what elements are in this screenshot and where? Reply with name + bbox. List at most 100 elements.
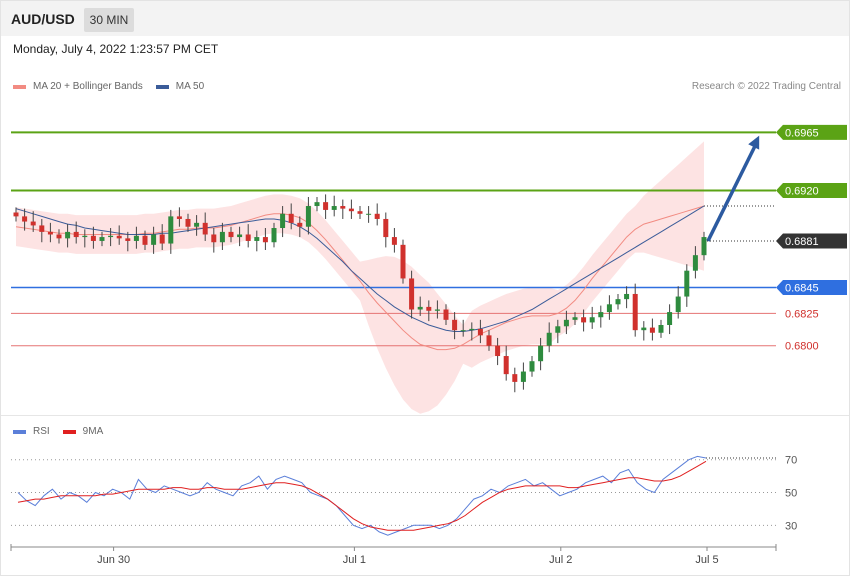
candle-body	[237, 234, 243, 238]
current-price-tag-text: 0.6881	[785, 236, 819, 248]
candle-body	[151, 234, 157, 245]
candle-body	[649, 327, 655, 333]
candle-body	[624, 293, 630, 300]
candle-body	[116, 235, 122, 239]
candle-body	[125, 238, 131, 241]
rsi-tick-70: 70	[785, 455, 797, 467]
level-label-0.6800: 0.6800	[785, 341, 819, 353]
candle-body	[469, 328, 475, 331]
candle-body	[503, 356, 509, 375]
candle-body	[280, 213, 286, 229]
candle-body	[486, 335, 492, 346]
candle-body	[443, 309, 449, 320]
candle-body	[692, 255, 698, 271]
candle-body	[82, 235, 88, 238]
candle-body	[400, 244, 406, 279]
candle-body	[47, 231, 53, 235]
candle-body	[615, 299, 621, 305]
candle-body	[391, 237, 397, 245]
candle-body	[39, 225, 45, 232]
rsi-ma-legend-label: 9MA	[82, 426, 104, 437]
rsi-legend: RSI 9MA	[13, 426, 103, 437]
candle-body	[555, 326, 561, 333]
candle-body	[366, 213, 372, 215]
candle-body	[520, 371, 526, 382]
top-bar: AUD/USD 30 MIN	[1, 1, 849, 36]
bollinger-band	[16, 141, 704, 414]
candle-body	[563, 319, 569, 327]
candle-body	[417, 306, 423, 310]
candle-body	[168, 216, 174, 244]
candle-body	[538, 345, 544, 362]
level-tag-0.6965: 0.6965	[776, 124, 847, 140]
pane-divider	[1, 415, 849, 416]
level-tag-text: 0.6920	[785, 186, 819, 198]
candle-body	[529, 361, 535, 372]
credit-text: Research © 2022 Trading Central	[691, 81, 841, 92]
candle-body	[297, 222, 303, 227]
candle-body	[142, 235, 148, 245]
level-tag-0.6845: 0.6845	[776, 280, 847, 295]
candle-body	[374, 213, 380, 219]
x-tick-label: Jul 1	[343, 554, 366, 566]
candle-body	[314, 202, 320, 207]
level-label-0.6825: 0.6825	[785, 308, 819, 320]
candle-body	[305, 206, 311, 227]
candles	[13, 194, 707, 393]
candle-body	[572, 317, 578, 320]
level-tag-bg	[776, 183, 847, 199]
rsi-swatch	[13, 429, 26, 434]
ma50-line	[15, 205, 705, 332]
x-tick-label: Jul 2	[549, 554, 572, 566]
candle-body	[581, 317, 587, 323]
candle-body	[452, 319, 458, 331]
x-tick-label: Jul 5	[695, 554, 718, 566]
price-legend: MA 20 + Bollinger Bands MA 50	[13, 81, 204, 92]
rsi-ma-swatch	[62, 429, 76, 434]
candle-body	[632, 293, 638, 331]
rsi-tick-50: 50	[785, 488, 797, 500]
candle-body	[606, 304, 612, 313]
candle-body	[477, 328, 483, 336]
chart-datetime: Monday, July 4, 2022 1:23:57 PM CET	[13, 42, 219, 56]
candle-body	[701, 237, 707, 256]
candle-body	[409, 278, 415, 310]
candle-body	[271, 228, 277, 243]
candle-body	[90, 235, 96, 241]
candle-body	[667, 312, 673, 325]
candle-body	[684, 270, 690, 297]
candle-body	[211, 234, 217, 243]
candle-body	[340, 206, 346, 209]
candle-body	[598, 312, 604, 318]
candle-body	[65, 231, 71, 239]
candle-body	[288, 213, 294, 223]
candle-body	[56, 234, 62, 239]
candle-body	[383, 218, 389, 238]
candle-body	[675, 296, 681, 313]
x-tick-label: Jun 30	[97, 554, 130, 566]
candle-body	[434, 309, 440, 311]
level-tag-text: 0.6845	[785, 283, 819, 295]
rsi-ma-line	[17, 460, 707, 531]
ma50-legend-label: MA 50	[175, 81, 205, 92]
candle-body	[30, 221, 36, 226]
rsi-legend-label: RSI	[33, 426, 50, 437]
candle-body	[589, 317, 595, 323]
current-price-tag: 0.6881	[776, 233, 847, 249]
candle-body	[546, 332, 552, 346]
candle-body	[22, 216, 28, 222]
candle-body	[512, 374, 518, 382]
candle-body	[254, 237, 260, 241]
ma20-legend-label: MA 20 + Bollinger Bands	[33, 81, 143, 92]
ma50-swatch	[155, 84, 169, 89]
candle-body	[495, 345, 501, 357]
candle-body	[133, 235, 139, 241]
timeframe-button[interactable]: 30 MIN	[84, 8, 134, 32]
candle-body	[460, 330, 466, 332]
candle-body	[73, 231, 79, 238]
candle-body	[108, 235, 114, 238]
candle-body	[658, 325, 664, 333]
candle-body	[176, 216, 182, 219]
candle-body	[641, 327, 647, 331]
